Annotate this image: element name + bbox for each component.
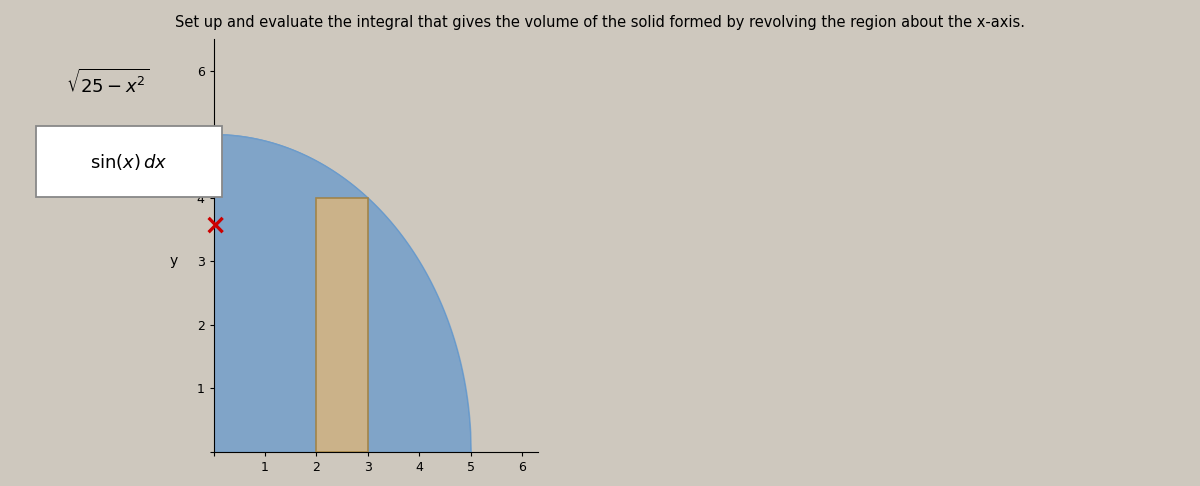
Text: Set up and evaluate the integral that gives the volume of the solid formed by re: Set up and evaluate the integral that gi… <box>175 15 1025 30</box>
Text: $\mathbf{\times}$: $\mathbf{\times}$ <box>203 212 224 240</box>
Text: $\sin(x)\,dx$: $\sin(x)\,dx$ <box>90 152 168 172</box>
Text: $\sqrt{25-x^2}$: $\sqrt{25-x^2}$ <box>66 69 150 97</box>
Bar <box>317 198 368 452</box>
Text: y: y <box>169 254 178 268</box>
